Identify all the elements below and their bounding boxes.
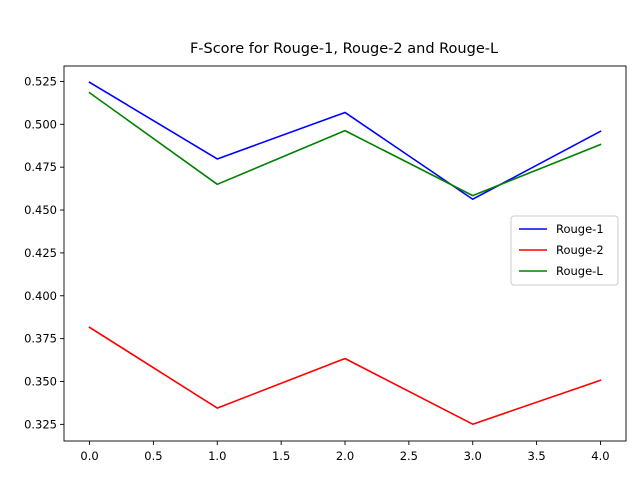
y-tick-label: 0.525 (24, 74, 57, 88)
y-tick-label: 0.500 (24, 117, 57, 131)
plot-area: 0.0 0.5 1.0 1.5 2.0 2.5 3.0 3.5 4.0 0.325 0.350 0.3… (24, 65, 627, 463)
x-tick-label: 1.0 (208, 449, 226, 463)
x-tick-label: 3.5 (527, 449, 545, 463)
x-tick-label: 4.0 (591, 449, 609, 463)
x-tick-label: 2.0 (336, 449, 354, 463)
series-line-rouge-2 (88, 326, 602, 426)
x-tick-label: 3.0 (464, 449, 482, 463)
y-tick-label: 0.350 (24, 375, 57, 389)
series-line-rouge-l (88, 91, 602, 197)
y-tick-label: 0.400 (24, 289, 57, 303)
legend-label-rouge-l: Rouge-L (556, 264, 603, 278)
y-tick-label: 0.425 (24, 246, 57, 260)
y-tick-label: 0.375 (24, 332, 57, 346)
x-tick-label: 1.5 (272, 449, 290, 463)
x-tick-label: 0.5 (144, 449, 162, 463)
series-line-rouge-1 (88, 81, 602, 201)
legend-label-rouge-1: Rouge-1 (556, 222, 604, 236)
legend-box (510, 215, 619, 286)
x-tick-label: 0.0 (80, 449, 98, 463)
chart-title: F-Score for Rouge-1, Rouge-2 and Rouge-L (190, 41, 498, 57)
legend: Rouge-1 Rouge-2 Rouge-L (510, 215, 619, 286)
x-tick-label: 2.5 (400, 449, 418, 463)
y-tick-label: 0.475 (24, 160, 57, 174)
y-tick-label: 0.325 (24, 417, 57, 431)
y-tick-label: 0.450 (24, 203, 57, 217)
legend-label-rouge-2: Rouge-2 (556, 243, 604, 257)
